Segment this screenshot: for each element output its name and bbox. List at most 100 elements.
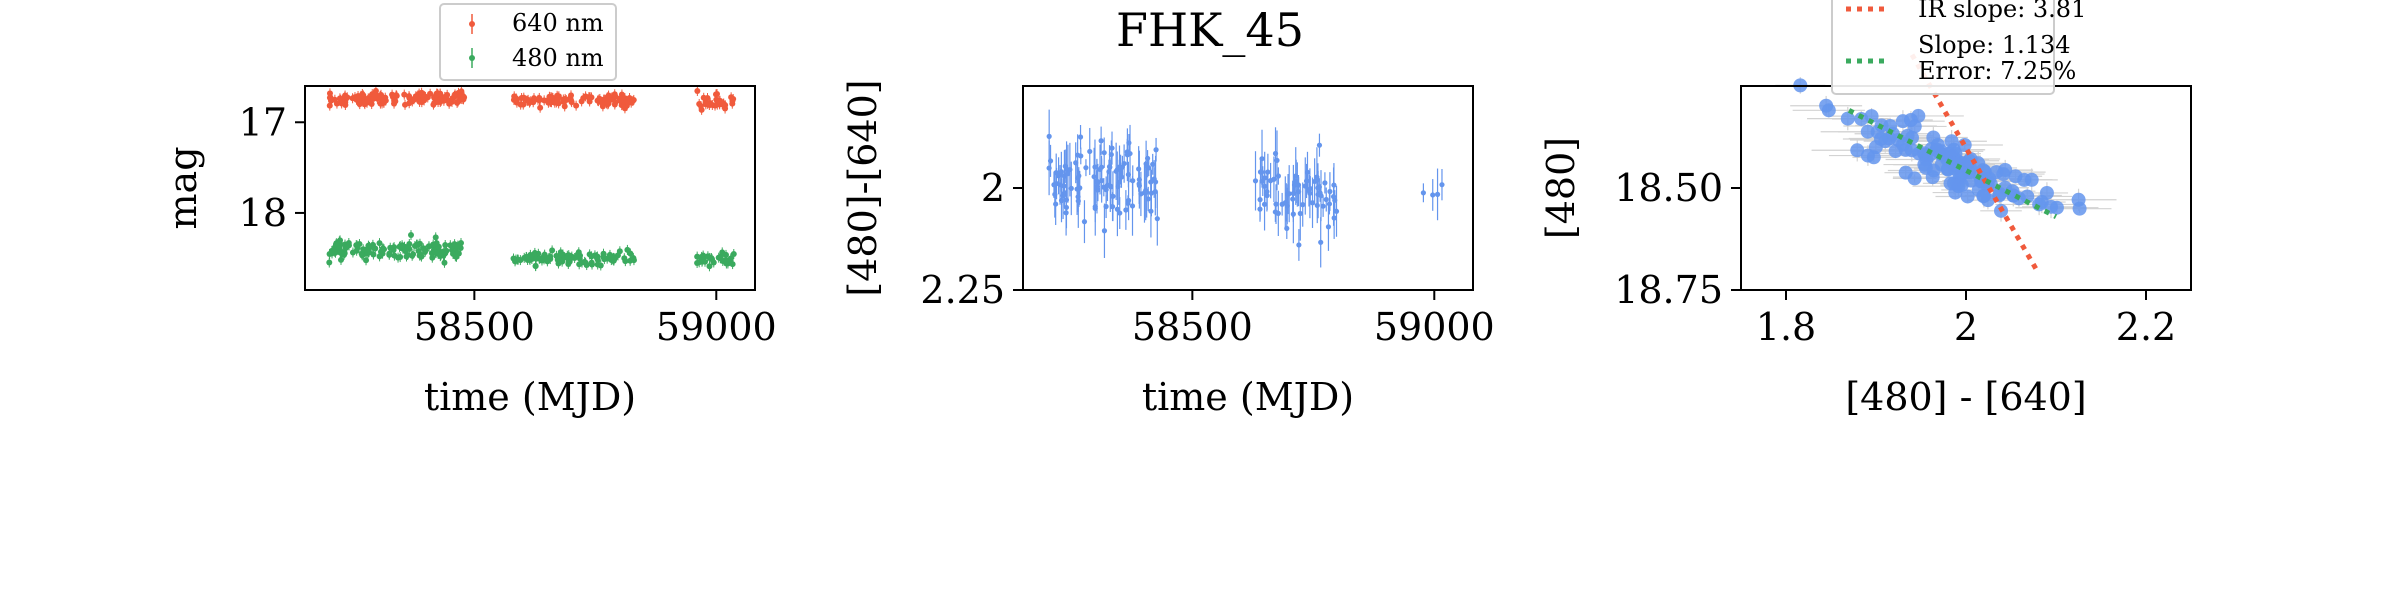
middle-point bbox=[1323, 196, 1329, 203]
middle-point bbox=[1320, 203, 1326, 209]
right-ticks: 1.8 2 2.2 18.50 18.75 bbox=[1614, 166, 2176, 349]
left-point bbox=[722, 251, 729, 258]
left-xlabel: time (MJD) bbox=[424, 375, 636, 419]
middle-point bbox=[1101, 150, 1107, 156]
right-xtick-label: 2.2 bbox=[2116, 305, 2176, 349]
left-point bbox=[707, 100, 714, 107]
left-point bbox=[536, 94, 543, 101]
middle-point bbox=[1275, 210, 1281, 216]
middle-point bbox=[1125, 171, 1132, 178]
middle-axes-frame bbox=[1022, 85, 1474, 291]
left-point bbox=[630, 255, 637, 262]
left-point bbox=[364, 97, 371, 104]
left-point bbox=[337, 237, 344, 244]
left-point bbox=[420, 94, 427, 101]
left-point bbox=[332, 241, 339, 248]
left-point bbox=[623, 97, 630, 104]
right-point bbox=[1935, 147, 1950, 162]
left-point bbox=[629, 98, 636, 105]
right-point bbox=[1904, 143, 1919, 158]
middle-point bbox=[1303, 178, 1310, 184]
middle-point bbox=[1136, 181, 1142, 187]
middle-point bbox=[1091, 174, 1097, 180]
right-legend: IR slope: 3.81 Slope: 1.134 Error: 7.25% bbox=[1831, 0, 2086, 95]
left-point bbox=[344, 94, 351, 101]
middle-point bbox=[1332, 197, 1338, 203]
middle-point bbox=[1129, 203, 1136, 209]
left-point bbox=[441, 259, 448, 266]
right-point bbox=[1860, 124, 1875, 139]
left-point bbox=[581, 258, 588, 265]
left-ytick-label: 17 bbox=[239, 100, 287, 144]
figure-title: FHK_45 bbox=[1116, 3, 1304, 57]
left-point bbox=[429, 254, 436, 261]
middle-point bbox=[1259, 156, 1265, 162]
middle-point bbox=[1279, 201, 1285, 207]
left-point bbox=[588, 253, 595, 260]
legend-label-error: Error: 7.25% bbox=[1918, 57, 2076, 85]
left-point bbox=[363, 246, 370, 253]
left-legend: 640 nm 480 nm bbox=[439, 3, 617, 81]
middle-xtick-label: 58500 bbox=[1132, 305, 1253, 349]
middle-ytick-label: 2.25 bbox=[920, 268, 1005, 312]
left-point bbox=[545, 255, 552, 262]
panel-left: 58500 59000 17 18 time (MJD) mag 640 nm 480… bbox=[161, 3, 777, 419]
left-point bbox=[719, 101, 726, 108]
right-point bbox=[1911, 108, 1926, 123]
left-point bbox=[727, 255, 734, 262]
legend-marker-640 bbox=[469, 21, 475, 27]
left-point bbox=[554, 97, 561, 104]
middle-point bbox=[1110, 193, 1116, 199]
middle-point bbox=[1153, 147, 1159, 153]
middle-point bbox=[1439, 182, 1445, 188]
left-point bbox=[369, 95, 376, 102]
left-point bbox=[594, 261, 601, 268]
middle-point bbox=[1116, 164, 1123, 170]
left-point bbox=[712, 102, 719, 109]
left-point bbox=[458, 88, 465, 95]
left-point bbox=[349, 249, 356, 256]
left-point bbox=[416, 98, 423, 105]
left-point bbox=[431, 94, 438, 101]
left-point bbox=[694, 87, 701, 94]
left-point bbox=[708, 255, 715, 262]
middle-point bbox=[1322, 180, 1328, 186]
left-point bbox=[391, 96, 398, 103]
right-point bbox=[1873, 131, 1888, 146]
right-point bbox=[1907, 119, 1922, 134]
left-point bbox=[441, 93, 448, 100]
middle-ytick-label: 2 bbox=[981, 166, 1005, 210]
left-ytick-label: 18 bbox=[239, 191, 287, 235]
middle-point bbox=[1272, 150, 1279, 157]
left-point bbox=[411, 243, 418, 250]
middle-point bbox=[1062, 163, 1068, 169]
left-point bbox=[389, 91, 396, 98]
left-point bbox=[397, 254, 404, 261]
middle-point bbox=[1296, 242, 1302, 248]
middle-point bbox=[1315, 185, 1321, 191]
middle-point bbox=[1317, 190, 1323, 196]
middle-point bbox=[1420, 190, 1426, 196]
left-point bbox=[329, 250, 336, 257]
left-point bbox=[326, 90, 333, 97]
left-point bbox=[587, 94, 594, 101]
left-point bbox=[376, 240, 383, 247]
middle-point bbox=[1290, 190, 1296, 197]
left-point bbox=[521, 254, 528, 261]
left-point bbox=[327, 97, 334, 104]
middle-point bbox=[1314, 177, 1320, 183]
left-ylabel: mag bbox=[161, 146, 205, 229]
middle-point bbox=[1316, 142, 1323, 148]
middle-point bbox=[1325, 224, 1332, 230]
middle-point bbox=[1148, 208, 1154, 214]
left-point bbox=[622, 258, 629, 265]
left-point bbox=[377, 94, 384, 101]
left-point bbox=[694, 253, 701, 260]
left-point bbox=[596, 95, 603, 102]
left-point bbox=[729, 98, 736, 105]
left-point bbox=[541, 251, 548, 258]
middle-point bbox=[1058, 169, 1064, 175]
left-point bbox=[432, 234, 439, 241]
right-data-points bbox=[1775, 77, 2117, 222]
panel-middle: 58500 59000 2 2.25 time (MJD) [480]-[640] bbox=[841, 79, 1495, 419]
